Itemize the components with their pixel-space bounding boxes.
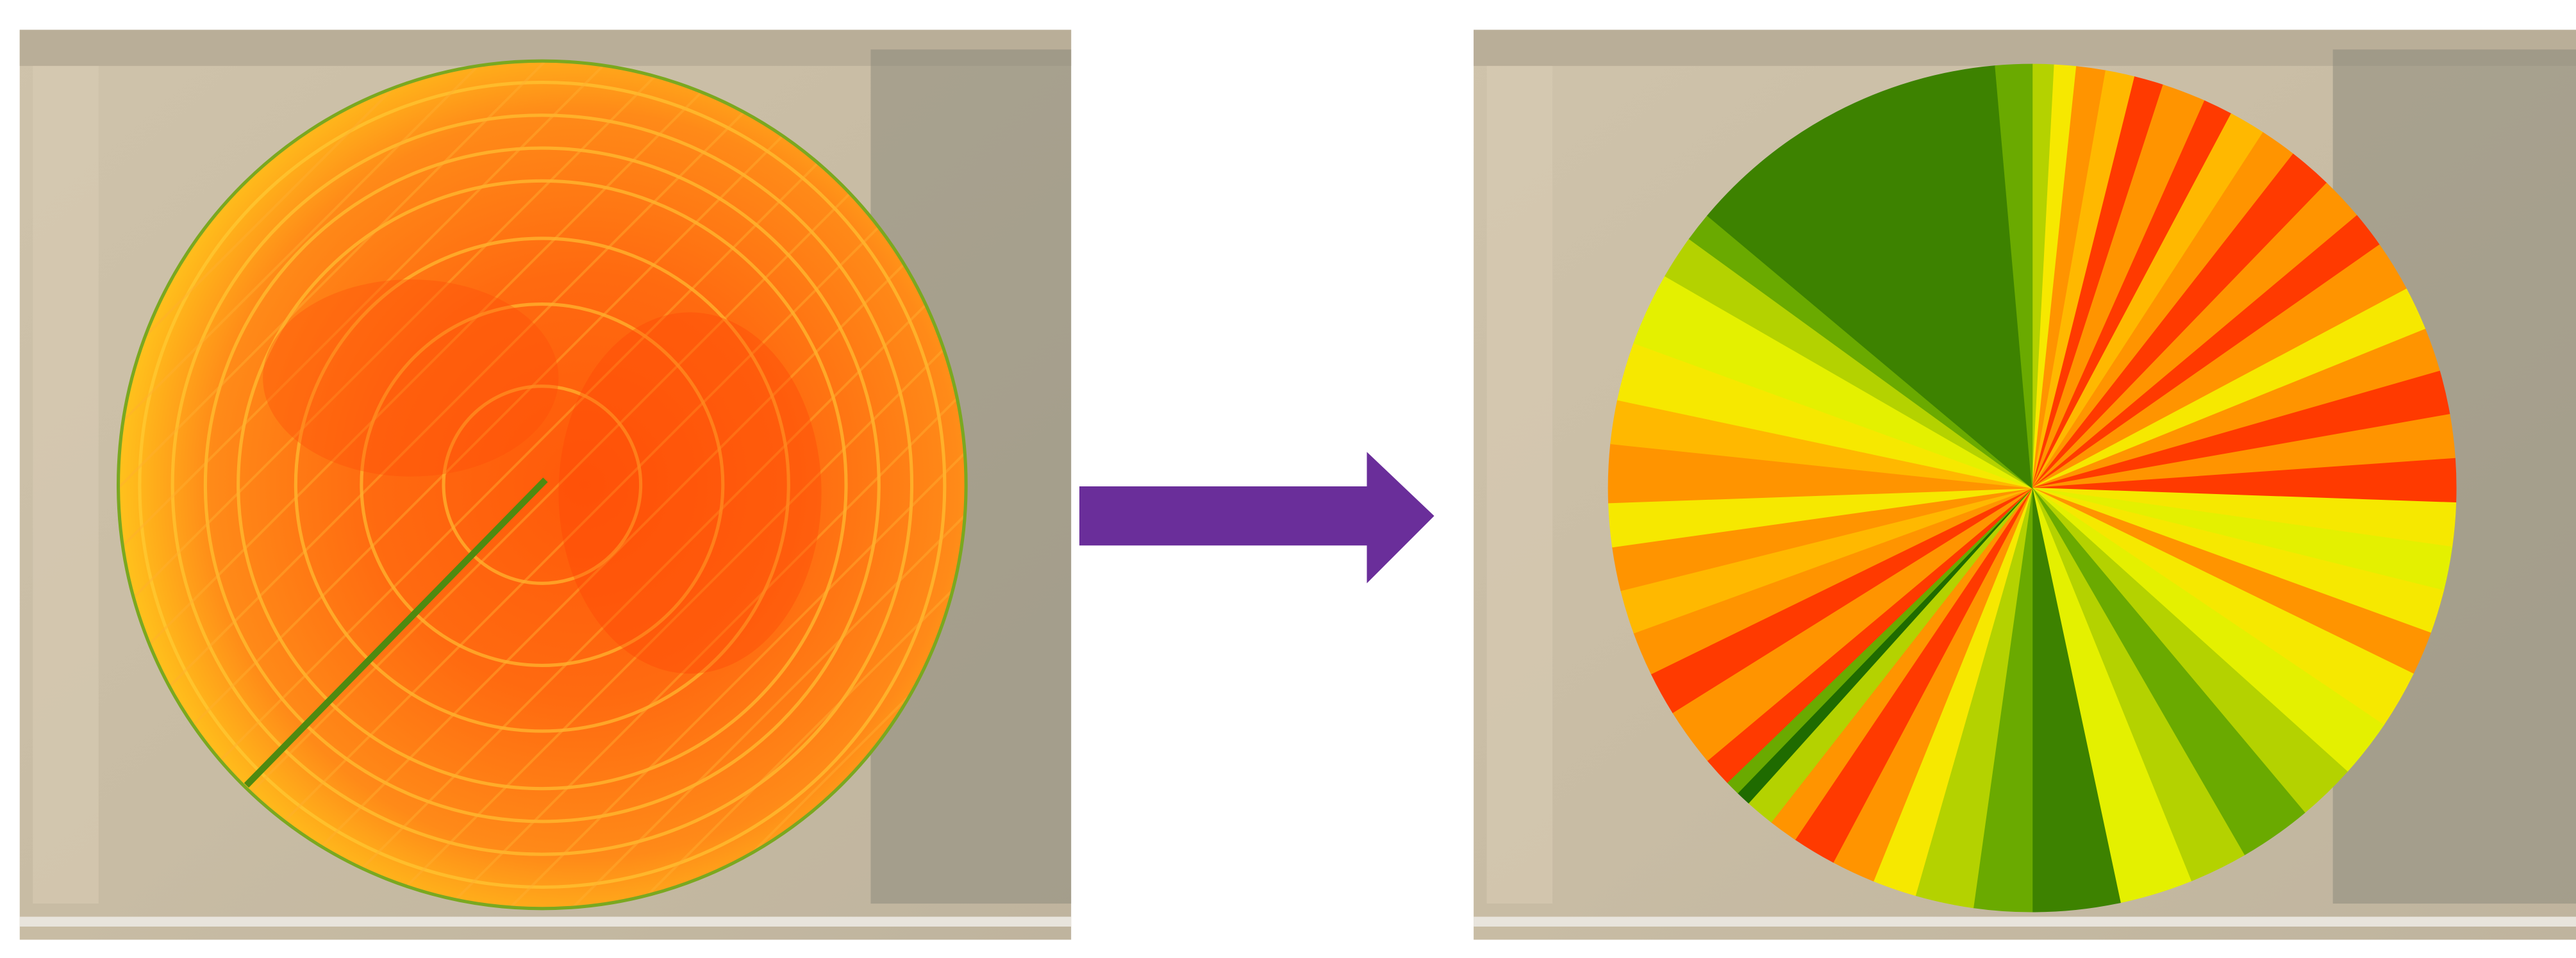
- pivot-ring: [294, 236, 790, 733]
- wheel-track: [118, 61, 615, 909]
- right-image: [1474, 29, 2576, 940]
- pivot-ring: [360, 302, 725, 667]
- wheel-track: [626, 61, 967, 909]
- wheel-track: [118, 61, 491, 909]
- wheel-track: [118, 61, 865, 909]
- hot-patch: [263, 279, 559, 477]
- wheel-track: [377, 61, 967, 909]
- wheel-track: [564, 61, 967, 909]
- pivot-rings: [138, 80, 947, 889]
- wheel-track: [501, 61, 967, 909]
- wheel-track: [118, 61, 927, 909]
- pivot-ring: [237, 179, 848, 791]
- pivot-arm: [244, 477, 548, 788]
- wheel-track: [118, 61, 553, 909]
- field-strip: [33, 65, 99, 904]
- road: [19, 916, 1072, 927]
- wheel-track: [118, 61, 678, 909]
- pivot-ring: [442, 384, 643, 585]
- zone-map: [1608, 63, 2457, 913]
- road: [1474, 916, 2576, 927]
- hot-patch: [558, 312, 822, 674]
- field-strip: [1486, 65, 1553, 904]
- arrow: [1079, 452, 1434, 584]
- wheel-track: [314, 61, 967, 909]
- zone-wedge: [1707, 65, 2033, 490]
- pivot-ring: [170, 113, 914, 856]
- wheel-track: [439, 61, 967, 909]
- zone-wedge: [1995, 63, 2033, 488]
- pivot-ring: [138, 80, 947, 889]
- wheel-track: [189, 61, 967, 909]
- wheel-track: [118, 61, 740, 909]
- left-image: [19, 29, 1072, 940]
- field-edge-ring: [116, 59, 968, 911]
- pivot-ring: [203, 146, 881, 823]
- wheel-track: [118, 61, 803, 909]
- wheel-track: [252, 61, 967, 909]
